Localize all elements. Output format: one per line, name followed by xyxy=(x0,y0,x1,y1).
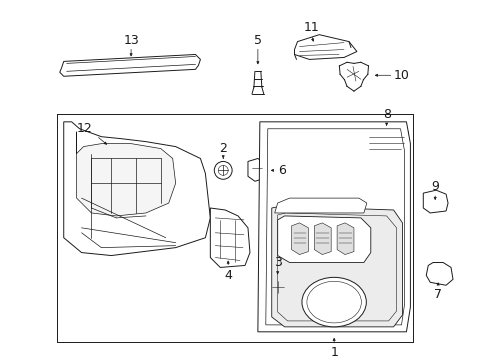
Polygon shape xyxy=(426,262,452,285)
Text: 7: 7 xyxy=(433,288,441,301)
Ellipse shape xyxy=(214,161,232,179)
Text: 10: 10 xyxy=(393,69,408,82)
Polygon shape xyxy=(336,223,353,255)
Text: 1: 1 xyxy=(329,346,337,359)
Ellipse shape xyxy=(271,281,284,294)
Text: 2: 2 xyxy=(219,142,227,155)
Polygon shape xyxy=(60,54,200,76)
Text: 9: 9 xyxy=(430,180,438,193)
Ellipse shape xyxy=(301,277,366,327)
Ellipse shape xyxy=(218,165,228,175)
Polygon shape xyxy=(271,206,402,327)
Polygon shape xyxy=(274,198,366,213)
Polygon shape xyxy=(314,223,330,255)
Polygon shape xyxy=(363,127,407,154)
Text: 4: 4 xyxy=(224,269,232,282)
Polygon shape xyxy=(257,122,409,332)
Text: 12: 12 xyxy=(77,122,92,135)
Polygon shape xyxy=(210,208,249,267)
Ellipse shape xyxy=(274,284,280,290)
Polygon shape xyxy=(277,216,370,262)
Text: 13: 13 xyxy=(123,34,139,47)
Polygon shape xyxy=(423,190,447,213)
Text: 6: 6 xyxy=(277,164,285,177)
Text: 8: 8 xyxy=(382,108,390,121)
Polygon shape xyxy=(247,158,264,181)
Text: 3: 3 xyxy=(273,256,281,269)
Text: 11: 11 xyxy=(303,21,319,34)
Polygon shape xyxy=(294,35,356,59)
Polygon shape xyxy=(77,132,175,216)
Polygon shape xyxy=(291,223,308,255)
Ellipse shape xyxy=(266,276,288,298)
Polygon shape xyxy=(63,122,210,256)
Text: 5: 5 xyxy=(253,34,262,47)
